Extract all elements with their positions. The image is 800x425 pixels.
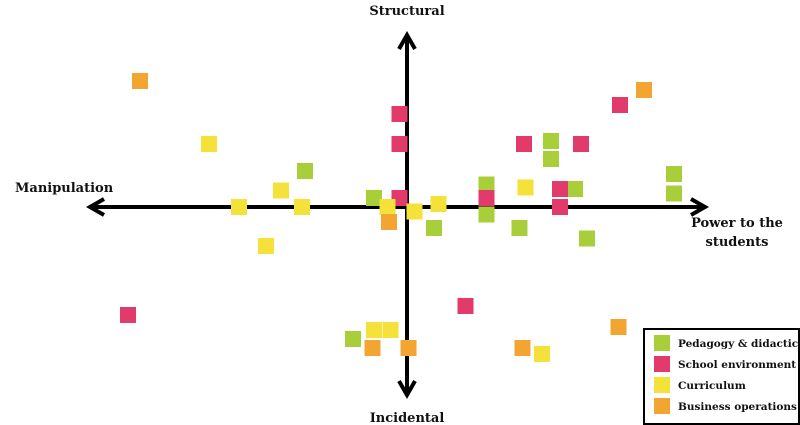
point-pedagogy-and-didactics-1 — [297, 163, 313, 179]
point-curriculum-5 — [258, 238, 274, 254]
legend-label-school-environment: School environment — [678, 359, 796, 371]
point-school-environment-7 — [552, 199, 568, 215]
point-curriculum-12 — [534, 346, 550, 362]
point-pedagogy-and-didactics-5 — [511, 220, 528, 236]
legend-swatch-pedagogy — [654, 335, 670, 351]
point-pedagogy-and-didactics-11 — [666, 185, 682, 202]
legend-label-curriculum: Curriculum — [678, 380, 746, 392]
axis-label-bottom: Incidental — [370, 411, 445, 425]
point-pedagogy-and-didactics-2 — [366, 190, 382, 206]
point-school-environment-8 — [573, 136, 589, 152]
legend-swatch-curriculum — [654, 377, 670, 393]
point-business-operations-5 — [400, 340, 417, 356]
axis-label-right-line2: students — [706, 235, 769, 250]
point-curriculum-8 — [430, 196, 447, 212]
point-pedagogy-and-didactics-10 — [666, 166, 682, 182]
point-curriculum-9 — [517, 179, 534, 196]
point-school-environment-4 — [478, 190, 495, 206]
axis-label-left: Manipulation — [15, 181, 114, 196]
point-business-operations-2 — [636, 82, 652, 98]
axis-label-top: Structural — [369, 4, 444, 19]
point-curriculum-1 — [201, 136, 217, 152]
point-pedagogy-and-didactics-13 — [345, 331, 361, 347]
point-pedagogy-and-didactics-6 — [543, 133, 559, 149]
point-curriculum-10 — [366, 322, 382, 338]
point-business-operations-3 — [381, 214, 397, 230]
point-pedagogy-and-didactics-12 — [426, 220, 442, 236]
point-curriculum-2 — [273, 182, 289, 199]
point-curriculum-3 — [294, 199, 310, 215]
point-school-environment-2 — [391, 136, 408, 152]
point-pedagogy-and-didactics-9 — [579, 230, 595, 247]
legend-label-pedagogy: Pedagogy & didactics — [678, 338, 800, 350]
point-business-operations-1 — [132, 73, 148, 89]
point-business-operations-4 — [364, 340, 381, 356]
point-pedagogy-and-didactics-7 — [543, 151, 559, 167]
legend-label-business-operations: Business operations — [678, 401, 797, 413]
point-pedagogy-and-didactics-3 — [478, 176, 495, 193]
point-school-environment-10 — [457, 298, 474, 314]
legend-swatch-school-environment — [654, 356, 670, 372]
point-pedagogy-and-didactics-8 — [567, 181, 583, 197]
legend-swatch-business-operations — [654, 398, 670, 414]
point-school-environment-6 — [552, 181, 568, 197]
point-school-environment-5 — [516, 136, 532, 152]
point-school-environment-11 — [120, 307, 136, 323]
point-business-operations-6 — [514, 340, 531, 356]
point-business-operations-7 — [610, 319, 627, 335]
point-pedagogy-and-didactics-4 — [478, 206, 495, 223]
axis-label-right-line1: Power to the — [691, 216, 783, 231]
point-curriculum-6 — [379, 199, 396, 215]
point-curriculum-7 — [406, 203, 423, 220]
legend: Pedagogy & didactics School environment … — [643, 328, 800, 425]
data-points — [120, 73, 682, 362]
point-curriculum-4 — [231, 199, 247, 215]
point-school-environment-1 — [391, 106, 408, 122]
point-school-environment-9 — [612, 97, 628, 113]
point-curriculum-11 — [382, 322, 399, 338]
